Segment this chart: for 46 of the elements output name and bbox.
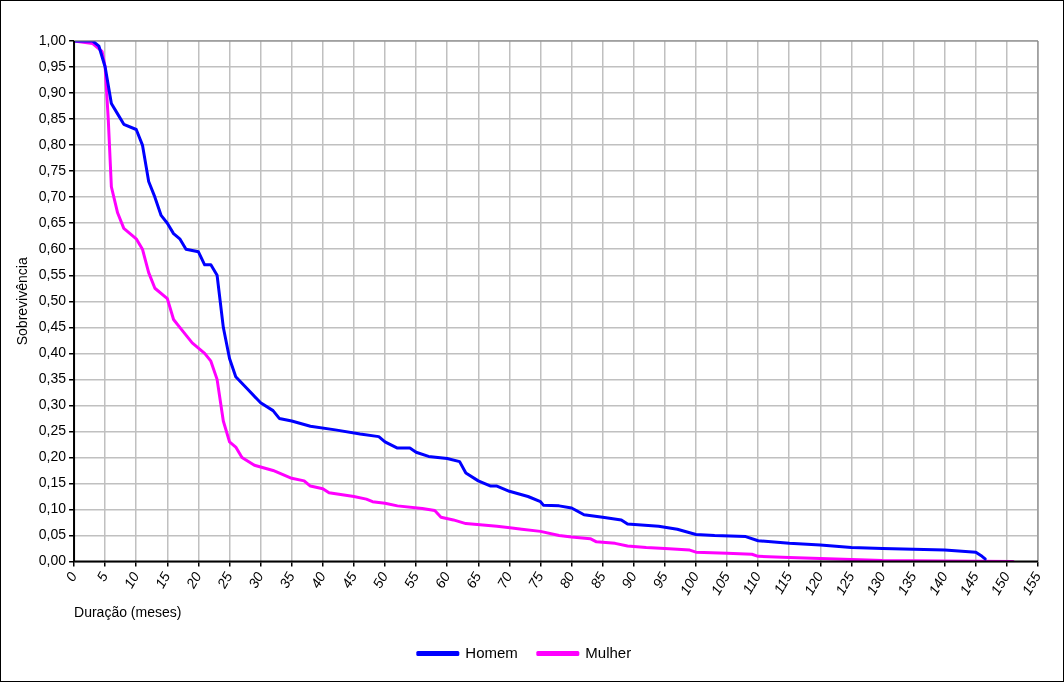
x-tick-label: 110 [739, 569, 765, 597]
x-tick-label: 70 [493, 569, 516, 591]
x-tick-label: 95 [649, 569, 671, 591]
y-tick-label: 0,25 [38, 422, 67, 439]
x-tick-label: 90 [618, 569, 640, 591]
x-tick-label: 55 [400, 569, 423, 591]
x-tick-label: 5 [93, 569, 112, 584]
y-tick-label: 0,65 [38, 214, 67, 231]
y-tick-label: 0,50 [38, 292, 67, 309]
x-tick-label: 60 [431, 569, 454, 591]
y-tick-label: 0,20 [38, 448, 67, 465]
y-tick-label: 0,55 [38, 266, 67, 283]
y-tick-label: 0,85 [38, 109, 67, 126]
y-tick-label: 0,35 [38, 370, 67, 387]
legend-label: Mulher [585, 643, 632, 661]
x-tick-label: 25 [213, 569, 236, 592]
x-tick-label: 65 [462, 569, 485, 591]
y-tick-label: 0,00 [38, 552, 67, 569]
x-tick-label: 45 [338, 569, 360, 591]
x-tick-label: 20 [182, 569, 205, 592]
x-tick-label: 75 [524, 569, 547, 591]
y-tick-label: 0,30 [38, 396, 67, 413]
x-axis-title: Duração (meses) [74, 604, 182, 621]
y-tick-label: 0,60 [38, 240, 67, 257]
y-tick-label: 0,40 [38, 344, 67, 361]
y-axis-title: Sobrevivência [14, 257, 31, 346]
y-tick-label: 0,80 [38, 135, 67, 152]
y-tick-label: 0,45 [38, 318, 67, 335]
y-tick-label: 0,95 [38, 57, 67, 74]
x-tick-label: 40 [307, 569, 329, 591]
y-tick-label: 0,15 [38, 474, 67, 491]
legend-label: Homem [465, 643, 518, 661]
y-tick-label: 0,10 [38, 500, 67, 517]
y-tick-label: 0,05 [38, 526, 67, 543]
y-tick-label: 0,70 [38, 188, 67, 205]
x-tick-label: 35 [276, 569, 298, 591]
x-tick-label: 15 [151, 569, 174, 591]
x-tick-label: 0 [62, 569, 81, 584]
y-tick-label: 0,75 [38, 162, 67, 178]
x-tick-label: 50 [369, 569, 392, 591]
x-tick-label: 10 [120, 569, 143, 591]
y-tick-label: 0,90 [38, 83, 67, 100]
x-tick-label: 85 [587, 569, 609, 591]
x-tick-label: 30 [244, 569, 267, 591]
y-tick-label: 1,00 [38, 31, 67, 48]
x-tick-label: 80 [555, 569, 578, 591]
